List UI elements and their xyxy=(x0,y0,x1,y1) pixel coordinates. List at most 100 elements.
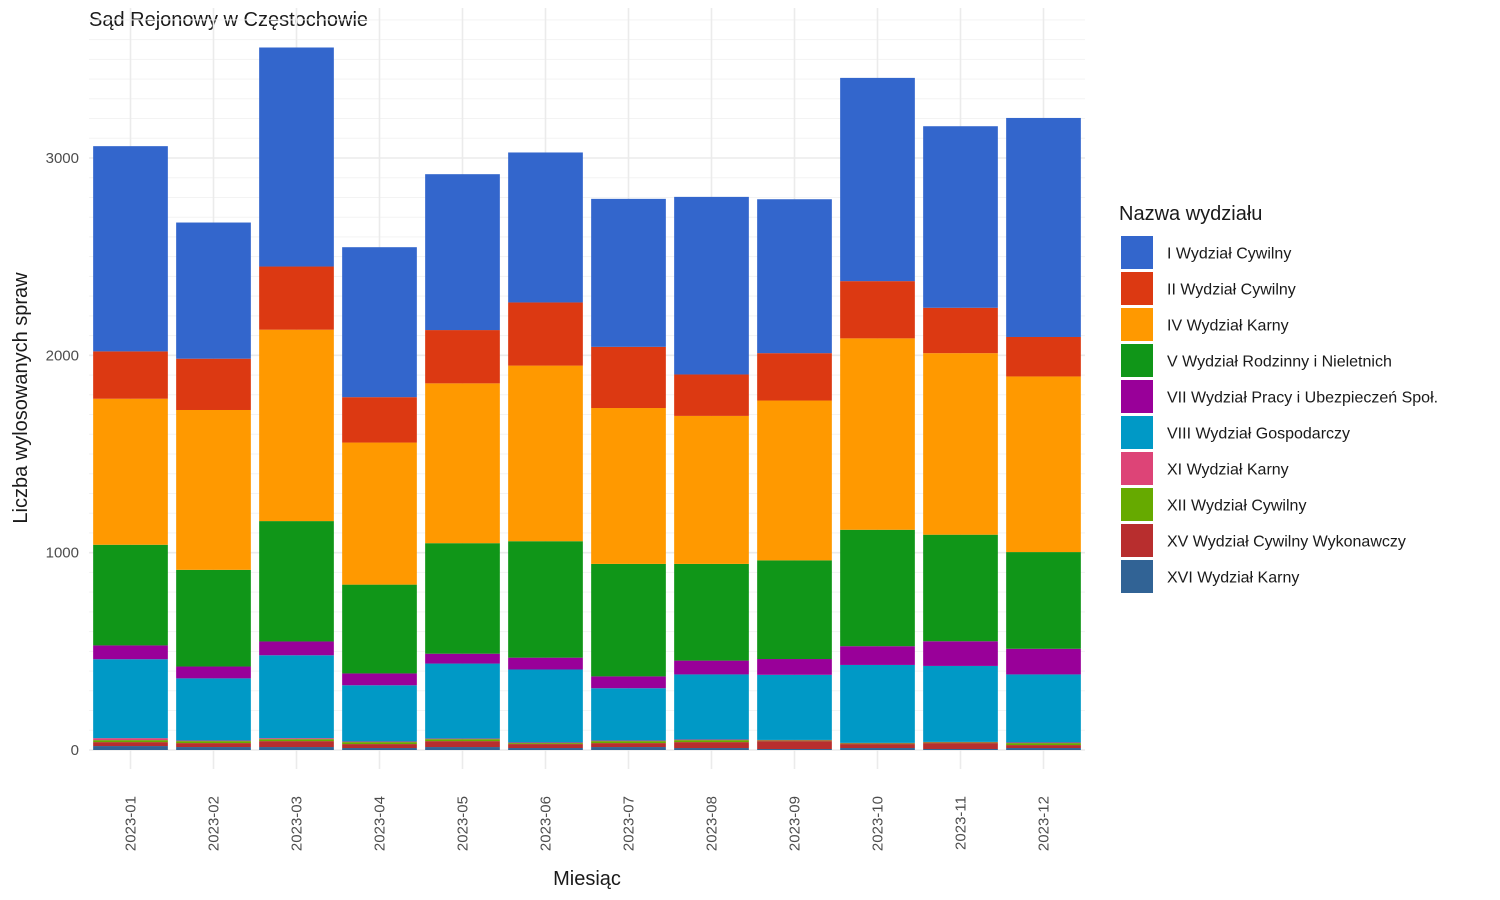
x-tick-label: 2023-08 xyxy=(704,796,721,851)
bar-segment xyxy=(259,655,334,739)
bar-segment xyxy=(840,748,915,750)
bar-segment xyxy=(591,741,666,744)
y-tick-label: 2000 xyxy=(46,347,79,364)
y-tick-label: 1000 xyxy=(46,545,79,562)
bar-segment xyxy=(176,678,251,741)
legend-item: XVI Wydział Karny xyxy=(1121,560,1299,593)
legend-key xyxy=(1121,524,1153,557)
bar-segment xyxy=(674,740,749,743)
legend-title: Nazwa wydziału xyxy=(1119,203,1262,225)
bar-segment xyxy=(674,196,749,375)
bar-segment xyxy=(93,746,168,750)
bar-segment xyxy=(259,739,334,742)
bar-segment xyxy=(1006,117,1081,337)
legend-item: I Wydział Cywilny xyxy=(1121,236,1291,269)
bar-segment xyxy=(757,740,832,742)
bar-segment xyxy=(425,747,500,750)
bar-segment xyxy=(1006,745,1081,749)
legend-label: V Wydział Rodzinny i Nieletnich xyxy=(1167,354,1392,371)
bar-segment xyxy=(923,743,998,750)
legend-key xyxy=(1121,488,1153,521)
bar-stack-2023-11 xyxy=(923,126,998,750)
legend-label: IV Wydział Karny xyxy=(1167,318,1289,335)
bar-segment xyxy=(425,383,500,544)
bar-stack-2023-04 xyxy=(342,247,417,750)
x-axis: 2023-01 2023-02 2023-03 2023-04 2023-05 2023-… xyxy=(123,796,1053,851)
legend-label: XVI Wydział Karny xyxy=(1167,570,1299,587)
bar-segment xyxy=(425,663,500,739)
legend-key xyxy=(1121,344,1153,377)
bar-segment xyxy=(674,374,749,416)
legend-label: I Wydział Cywilny xyxy=(1167,246,1291,263)
bar-stack-2023-03 xyxy=(259,47,334,750)
y-axis-title: Liczba wylosowanych spraw xyxy=(10,272,32,524)
legend: Nazwa wydziału I Wydział Cywilny II Wydzi… xyxy=(1119,203,1438,593)
bar-segment xyxy=(757,199,832,354)
bar-segment xyxy=(591,747,666,750)
bar-segment xyxy=(757,400,832,561)
bar-segment xyxy=(674,748,749,750)
legend-item: VII Wydział Pracy i Ubezpieczeń Społ. xyxy=(1121,380,1438,413)
bar-segment xyxy=(1006,552,1081,649)
bar-segment xyxy=(591,740,666,742)
bar-segment xyxy=(757,741,832,750)
bar-segment xyxy=(840,743,915,745)
bar-segment xyxy=(425,741,500,748)
bar-segment xyxy=(923,741,998,743)
legend-key xyxy=(1121,416,1153,449)
bar-segment xyxy=(1006,376,1081,553)
bar-segment xyxy=(93,544,168,646)
bar-segment xyxy=(1006,648,1081,675)
bar-segment xyxy=(259,641,334,656)
legend-item: II Wydział Cywilny xyxy=(1121,272,1296,305)
bar-segment xyxy=(342,673,417,686)
x-tick-label: 2023-03 xyxy=(289,796,306,851)
bar-segment xyxy=(425,174,500,331)
bar-segment xyxy=(342,742,417,745)
y-axis: 0 1000 2000 3000 xyxy=(46,150,79,759)
bar-segment xyxy=(840,77,915,282)
legend-item: XI Wydział Karny xyxy=(1121,452,1289,485)
legend-item: V Wydział Rodzinny i Nieletnich xyxy=(1121,344,1392,377)
bar-segment xyxy=(591,346,666,409)
bar-segment xyxy=(342,584,417,674)
bar-segment xyxy=(259,747,334,750)
bar-stack-2023-01 xyxy=(93,146,168,750)
bar-segment xyxy=(93,351,168,399)
bar-segment xyxy=(923,641,998,666)
bar-segment xyxy=(176,747,251,750)
x-tick-label: 2023-10 xyxy=(870,796,887,851)
x-tick-label: 2023-06 xyxy=(538,796,555,851)
bar-segment xyxy=(508,152,583,303)
bar-segment xyxy=(1006,336,1081,377)
bar-segment xyxy=(342,397,417,443)
bar-segment xyxy=(591,408,666,564)
bar-segment xyxy=(840,742,915,744)
bar-segment xyxy=(1006,674,1081,743)
bar-segment xyxy=(425,653,500,664)
bar-segment xyxy=(508,748,583,750)
legend-key xyxy=(1121,272,1153,305)
legend-label: VIII Wydział Gospodarczy xyxy=(1167,426,1350,443)
bar-segment xyxy=(93,738,168,741)
legend-label: XII Wydział Cywilny xyxy=(1167,498,1306,515)
bar-segment xyxy=(757,353,832,401)
bar-stack-2023-12 xyxy=(1006,117,1081,750)
bar-segment xyxy=(342,685,417,742)
bar-segment xyxy=(508,365,583,542)
legend-label: XV Wydział Cywilny Wykonawczy xyxy=(1167,534,1406,551)
x-tick-label: 2023-12 xyxy=(1036,796,1053,851)
legend-key xyxy=(1121,308,1153,341)
bar-segment xyxy=(1006,748,1081,750)
legend-label: XI Wydział Karny xyxy=(1167,462,1289,479)
bar-segment xyxy=(674,742,749,749)
bar-segment xyxy=(93,146,168,352)
x-tick-label: 2023-07 xyxy=(621,796,638,851)
x-tick-label: 2023-05 xyxy=(455,796,472,851)
bar-segment xyxy=(923,353,998,535)
x-tick-label: 2023-09 xyxy=(787,796,804,851)
legend-key xyxy=(1121,452,1153,485)
bar-segment xyxy=(591,676,666,689)
